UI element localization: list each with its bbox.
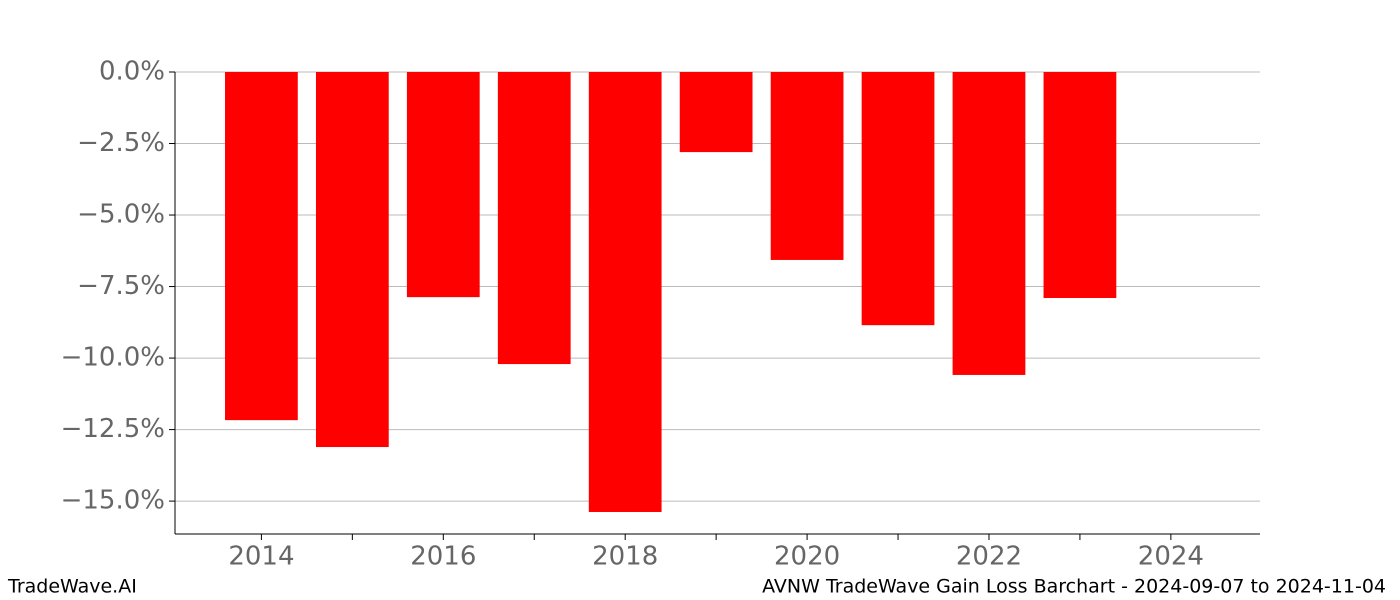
bar (770, 72, 844, 260)
bar (315, 72, 389, 448)
x-tick-label: 2014 (228, 542, 294, 572)
x-tick-label: 2022 (956, 542, 1022, 572)
y-tick-label: −5.0% (77, 200, 165, 230)
x-tick-label: 2018 (592, 542, 658, 572)
y-tick-label: 0.0% (99, 57, 165, 87)
y-tick-label: −2.5% (77, 128, 165, 158)
y-tick-label: −7.5% (77, 271, 165, 301)
x-tick-label: 2024 (1138, 542, 1204, 572)
y-tick-label: −15.0% (61, 486, 165, 516)
bar (406, 72, 480, 298)
watermark: TradeWave.AI (7, 576, 137, 598)
chart-title: AVNW TradeWave Gain Loss Barchart - 2024… (762, 576, 1386, 598)
bar (861, 72, 935, 326)
bar (588, 72, 662, 512)
y-tick-label: −10.0% (61, 343, 165, 373)
bar (225, 72, 298, 421)
x-tick-label: 2016 (410, 542, 476, 572)
bar (497, 72, 571, 365)
bar (679, 72, 753, 153)
y-tick-label: −12.5% (61, 414, 165, 444)
x-tick-label: 2020 (774, 542, 840, 572)
bar (952, 72, 1026, 375)
bar (1043, 72, 1117, 298)
